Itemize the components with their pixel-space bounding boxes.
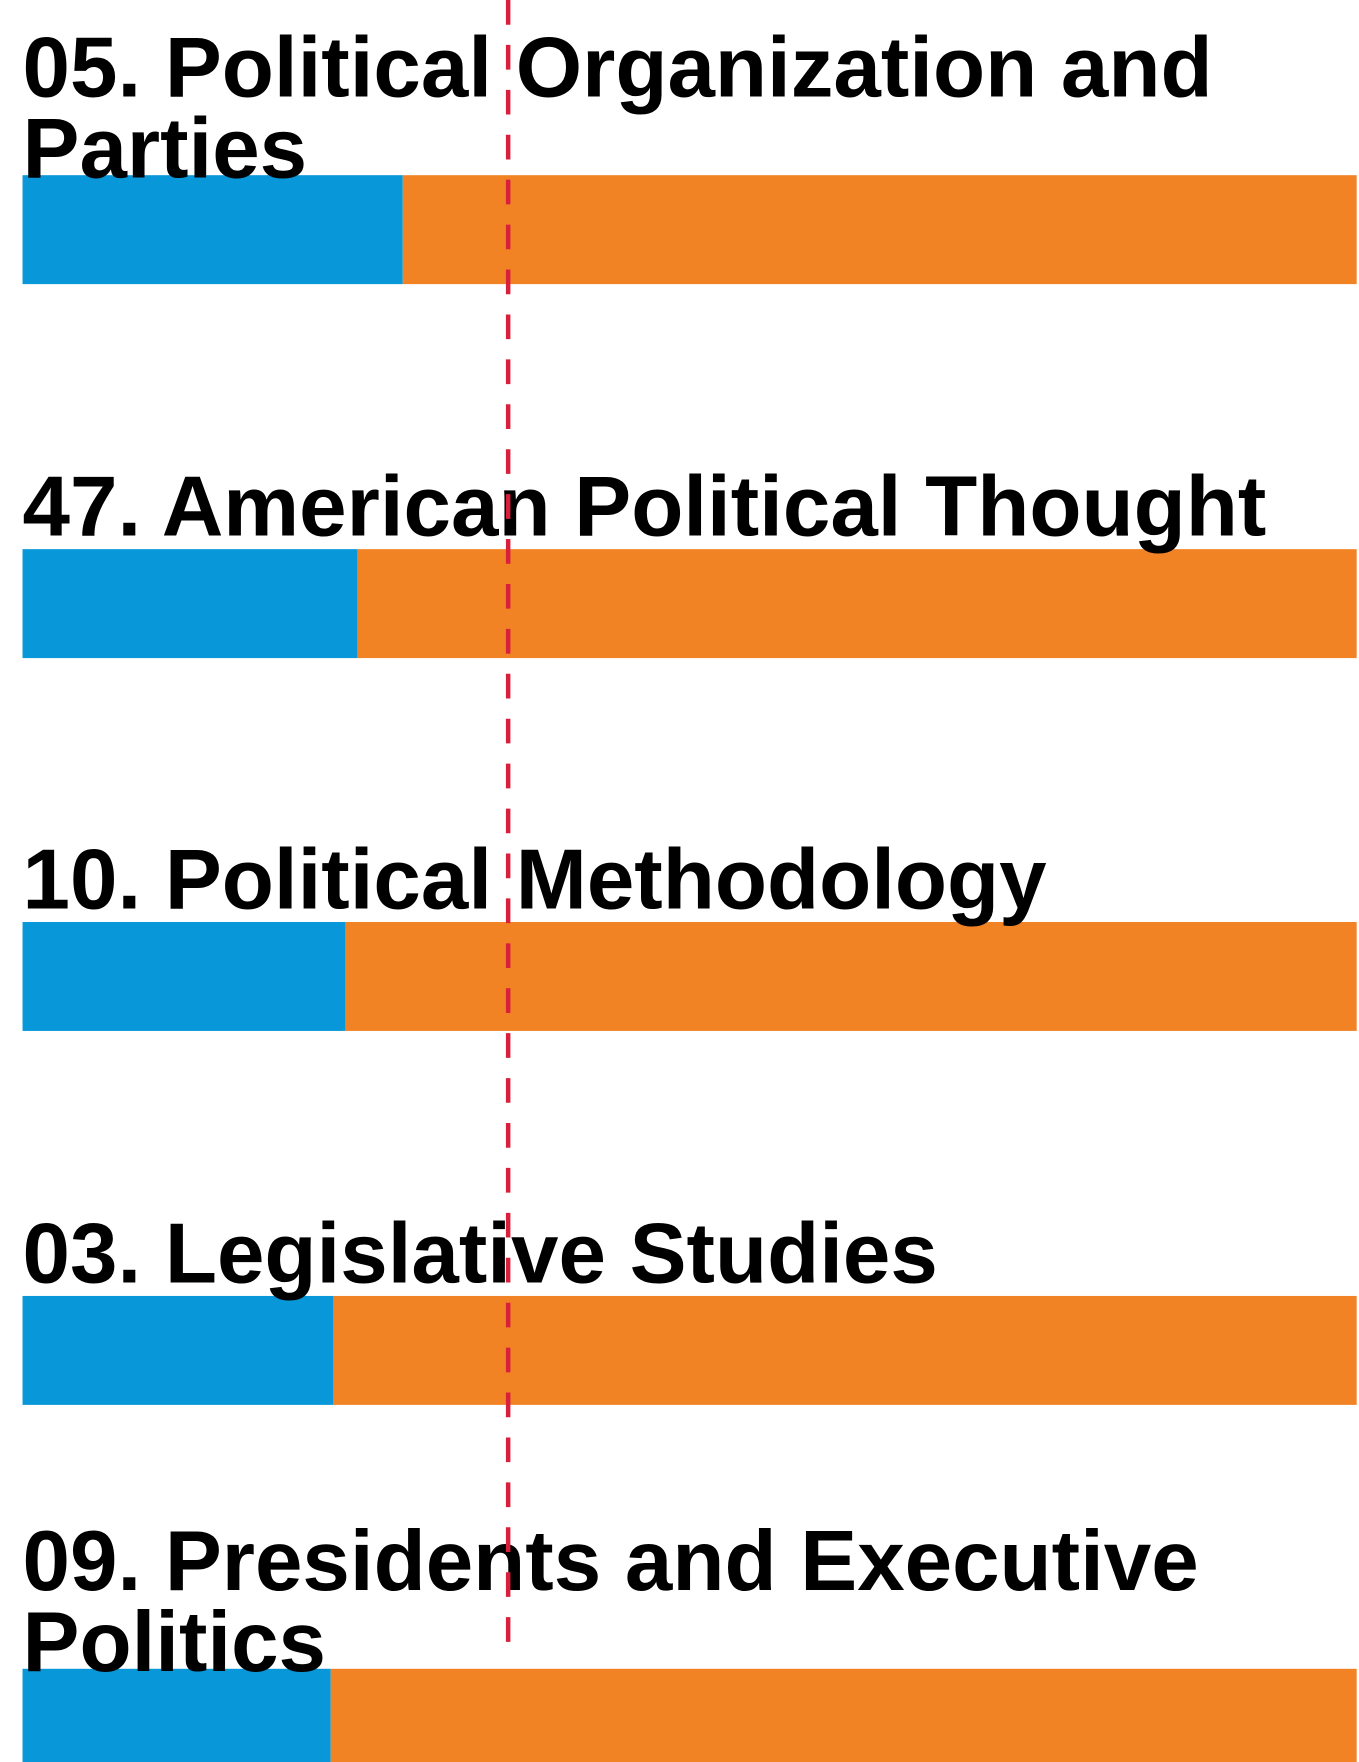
bar-segment (357, 549, 1357, 659)
category-label: 10. Political Methodology (23, 833, 1047, 928)
bar-segment (333, 1295, 1357, 1405)
category-label-line: 10. Political Methodology (23, 833, 1047, 928)
category-label-line: 03. Legislative Studies (23, 1206, 938, 1301)
bar-segment (330, 1668, 1357, 1762)
category-label: 05. Political Organization and Parties (23, 21, 1213, 197)
category-label-line: 47. American Political Thought (23, 460, 1267, 555)
category-label: 03. Legislative Studies (23, 1206, 938, 1301)
bar-segment (402, 175, 1357, 285)
bar-segment (345, 921, 1357, 1031)
category-label: 47. American Political Thought (23, 460, 1267, 555)
category-label-line: 09. Presidents and Executive (23, 1514, 1199, 1609)
bar-segment (22, 1668, 331, 1762)
category-label-line: Parties (23, 101, 308, 196)
bar-segment (22, 1295, 334, 1405)
bar-segment (22, 921, 346, 1031)
category-label-line: Politics (23, 1595, 326, 1690)
category-label-line: 05. Political Organization and (23, 21, 1213, 116)
category-label: 09. Presidents and Executive Politics (23, 1514, 1199, 1690)
bar-segment (22, 175, 403, 285)
bar-segment (22, 549, 358, 659)
